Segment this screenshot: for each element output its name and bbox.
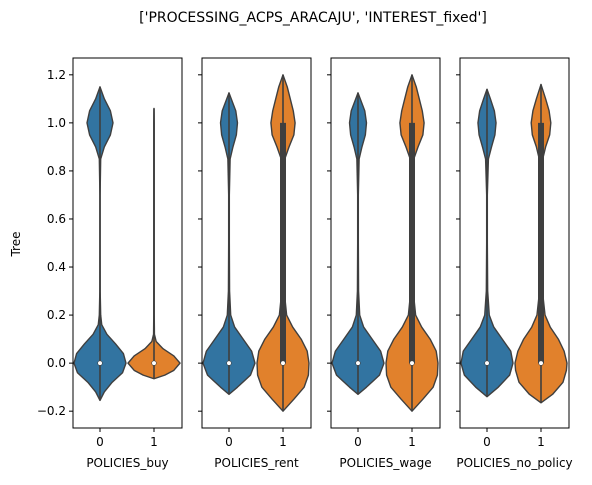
median-POLICIES_rent-0 bbox=[226, 360, 232, 366]
panel-POLICIES_no_policy: 0 1 POLICIES_no_policy bbox=[456, 57, 573, 470]
panel-POLICIES_rent: 0 1 POLICIES_rent bbox=[198, 57, 312, 470]
x-axis-label-POLICIES_wage: POLICIES_wage bbox=[339, 456, 431, 470]
x-tick-label-POLICIES_buy-0: 0 bbox=[96, 435, 104, 449]
y-tick-label-4: 0.6 bbox=[47, 212, 66, 226]
y-axis-label: Tree bbox=[9, 231, 23, 257]
median-POLICIES_wage-1 bbox=[409, 360, 415, 366]
panel-POLICIES_wage: 0 1 POLICIES_wage bbox=[327, 57, 441, 470]
x-tick-label-POLICIES_rent-0: 0 bbox=[225, 435, 233, 449]
x-tick-label-POLICIES_no_policy-0: 0 bbox=[483, 435, 491, 449]
panel-frame-POLICIES_buy bbox=[72, 57, 183, 429]
median-POLICIES_no_policy-1 bbox=[538, 360, 544, 366]
iqr-box-POLICIES_no_policy-1 bbox=[538, 122, 544, 364]
x-tick-label-POLICIES_no_policy-1: 1 bbox=[537, 435, 545, 449]
y-tick-label-3: 0.4 bbox=[47, 260, 66, 274]
x-axis-label-POLICIES_no_policy: POLICIES_no_policy bbox=[456, 456, 572, 470]
panel-POLICIES_buy: 0 1 POLICIES_buy −0.2 0.0 0.2 0.4 0.6 0.8 1.0 1.2 bbox=[37, 57, 183, 470]
y-tick-label-1: 0.0 bbox=[47, 356, 66, 370]
y-tick-label-5: 0.8 bbox=[47, 164, 66, 178]
median-POLICIES_no_policy-0 bbox=[484, 360, 490, 366]
panel-frame-POLICIES_no_policy bbox=[459, 57, 570, 429]
x-axis-label-POLICIES_buy: POLICIES_buy bbox=[86, 456, 168, 470]
y-tick-label-7: 1.2 bbox=[47, 68, 66, 82]
iqr-box-POLICIES_rent-1 bbox=[280, 122, 286, 364]
x-axis-label-POLICIES_rent: POLICIES_rent bbox=[214, 456, 299, 470]
iqr-box-POLICIES_wage-1 bbox=[409, 122, 415, 364]
median-POLICIES_buy-0 bbox=[97, 360, 103, 366]
y-tick-label-6: 1.0 bbox=[47, 116, 66, 130]
panel-frame-POLICIES_rent bbox=[201, 57, 312, 429]
panel-frame-POLICIES_wage bbox=[330, 57, 441, 429]
median-POLICIES_wage-0 bbox=[355, 360, 361, 366]
x-tick-label-POLICIES_rent-1: 1 bbox=[279, 435, 287, 449]
median-POLICIES_rent-1 bbox=[280, 360, 286, 366]
median-POLICIES_buy-1 bbox=[151, 360, 157, 366]
panels: 0 1POLICIES_buy−0.20.00.20.40.60.81.01.20… bbox=[37, 57, 573, 470]
y-tick-label-0: −0.2 bbox=[37, 404, 66, 418]
y-tick-label-2: 0.2 bbox=[47, 308, 66, 322]
x-tick-label-POLICIES_buy-1: 1 bbox=[150, 435, 158, 449]
x-tick-label-POLICIES_wage-0: 0 bbox=[354, 435, 362, 449]
x-tick-label-POLICIES_wage-1: 1 bbox=[408, 435, 416, 449]
chart-suptitle: ['PROCESSING_ACPS_ARACAJU', 'INTEREST_fi… bbox=[139, 10, 487, 26]
